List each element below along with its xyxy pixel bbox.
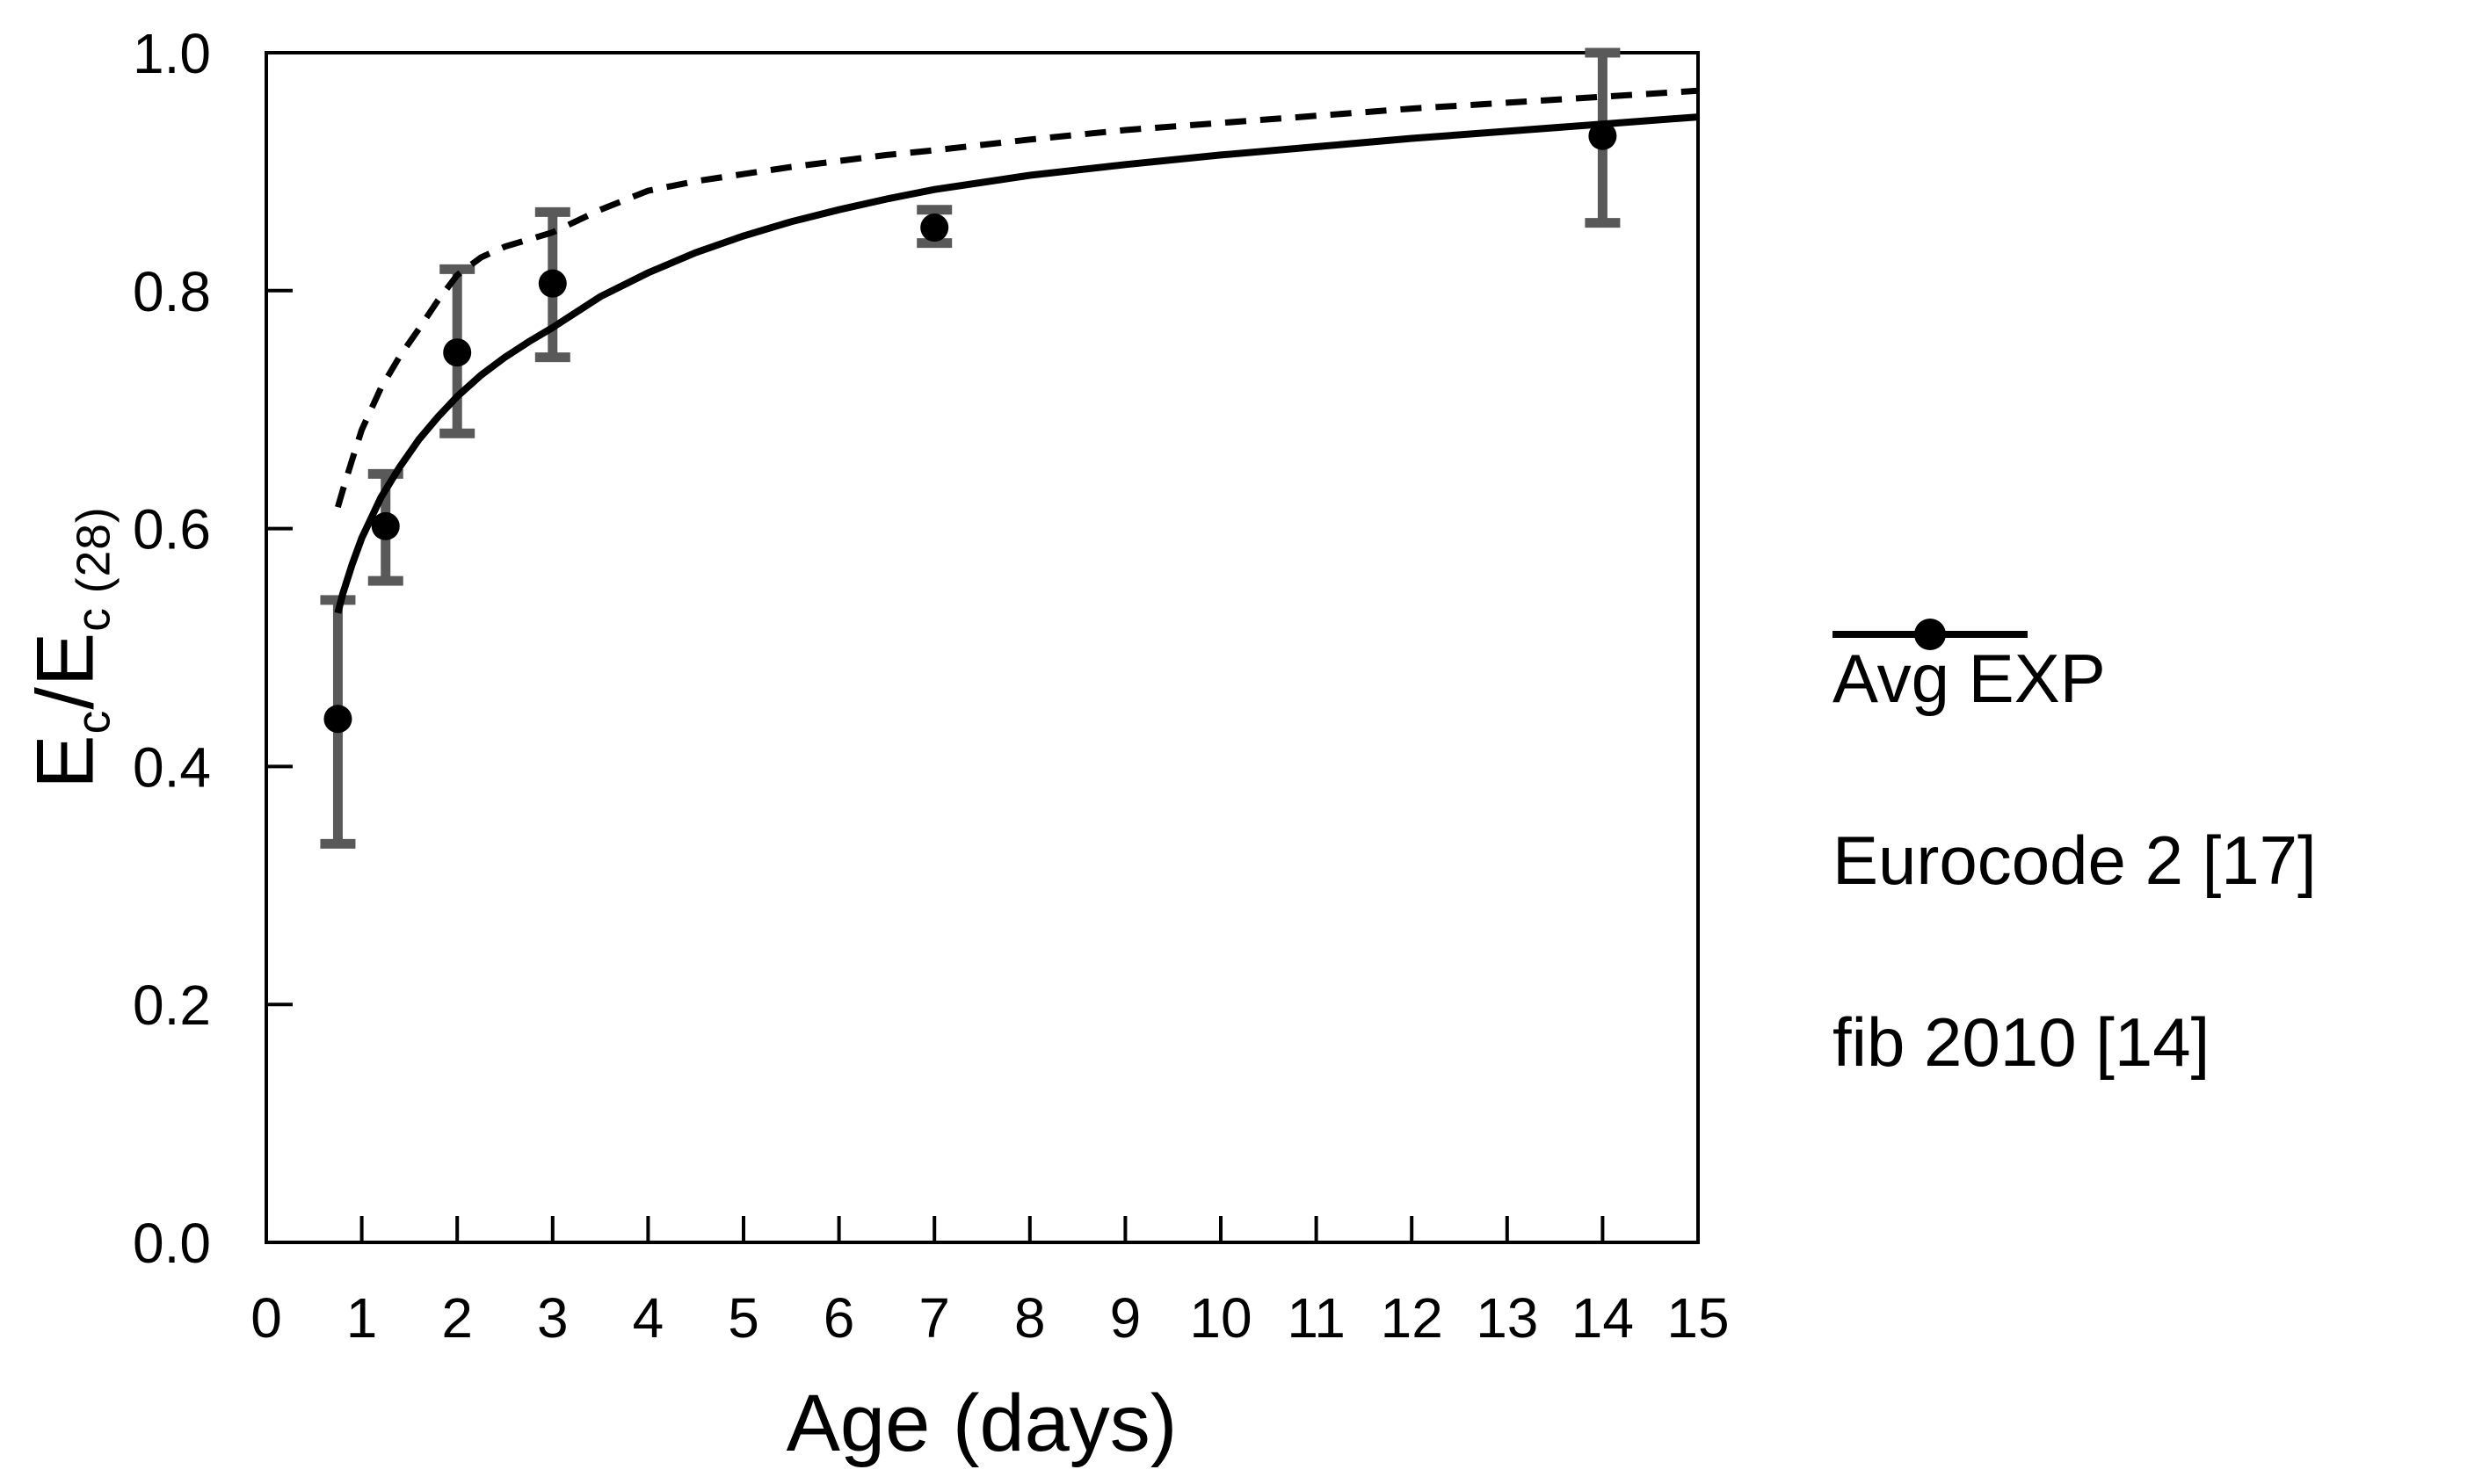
x-tick-label: 6 [824, 1286, 855, 1350]
x-tick-label: 14 [1571, 1286, 1634, 1350]
legend-entry-fib2010: fib 2010 [14] [1832, 631, 2317, 1106]
x-tick-label: 10 [1189, 1286, 1252, 1350]
x-tick-label: 7 [918, 1286, 950, 1350]
data-point-marker [443, 338, 472, 367]
y-title-sub2: c (28) [68, 506, 120, 632]
plot-frame [265, 51, 1700, 1244]
x-tick-label: 4 [633, 1286, 664, 1350]
fib2010-curve [334, 113, 1699, 614]
y-tick-label: 0.2 [133, 974, 211, 1037]
data-point-marker [538, 269, 567, 298]
legend-label-eurocode2: Eurocode 2 [17] [1832, 822, 2317, 899]
data-point-marker [371, 511, 400, 540]
x-tick-label: 11 [1287, 1286, 1345, 1350]
legend-entry-eurocode2: Eurocode 2 [17] [1832, 631, 2317, 924]
data-point-marker [920, 214, 949, 243]
y-tick-label: 1.0 [133, 22, 211, 85]
legend: Avg EXP Eurocode 2 [17] fib 2010 [14] [1832, 615, 2317, 1161]
y-title-base2: E [20, 631, 111, 687]
eurocode2-curve [335, 87, 1699, 509]
x-tick-label: 12 [1381, 1286, 1443, 1350]
y-tick-label: 0.4 [133, 735, 211, 799]
solid-line-icon [1832, 631, 2028, 638]
y-tick-label: 0.6 [133, 498, 211, 561]
legend-label-fib2010: fib 2010 [14] [1832, 1003, 2210, 1081]
y-tick-label: 0.8 [133, 260, 211, 323]
legend-entry-avg-exp: Avg EXP [1832, 615, 2317, 742]
x-tick-label: 15 [1666, 1286, 1729, 1350]
x-tick-label: 5 [728, 1286, 759, 1350]
data-point-marker [323, 705, 352, 734]
x-tick-label: 13 [1476, 1286, 1538, 1350]
x-axis-title: Age (days) [786, 1379, 1178, 1468]
x-tick-label: 2 [441, 1286, 473, 1350]
y-title-sub1: c [68, 709, 120, 735]
x-tick-label: 9 [1110, 1286, 1142, 1350]
x-tick-label: 1 [346, 1286, 378, 1350]
x-tick-label: 3 [537, 1286, 569, 1350]
data-point-marker [1588, 121, 1617, 150]
x-tick-label: 0 [250, 1286, 282, 1350]
y-tick-label: 0.0 [133, 1212, 211, 1275]
y-axis-title: Ec/Ec (28) [19, 506, 120, 788]
x-tick-label: 8 [1014, 1286, 1046, 1350]
legend-label-avg-exp: Avg EXP [1832, 640, 2106, 717]
y-title-slash: / [20, 686, 111, 710]
y-title-base1: E [20, 734, 111, 789]
